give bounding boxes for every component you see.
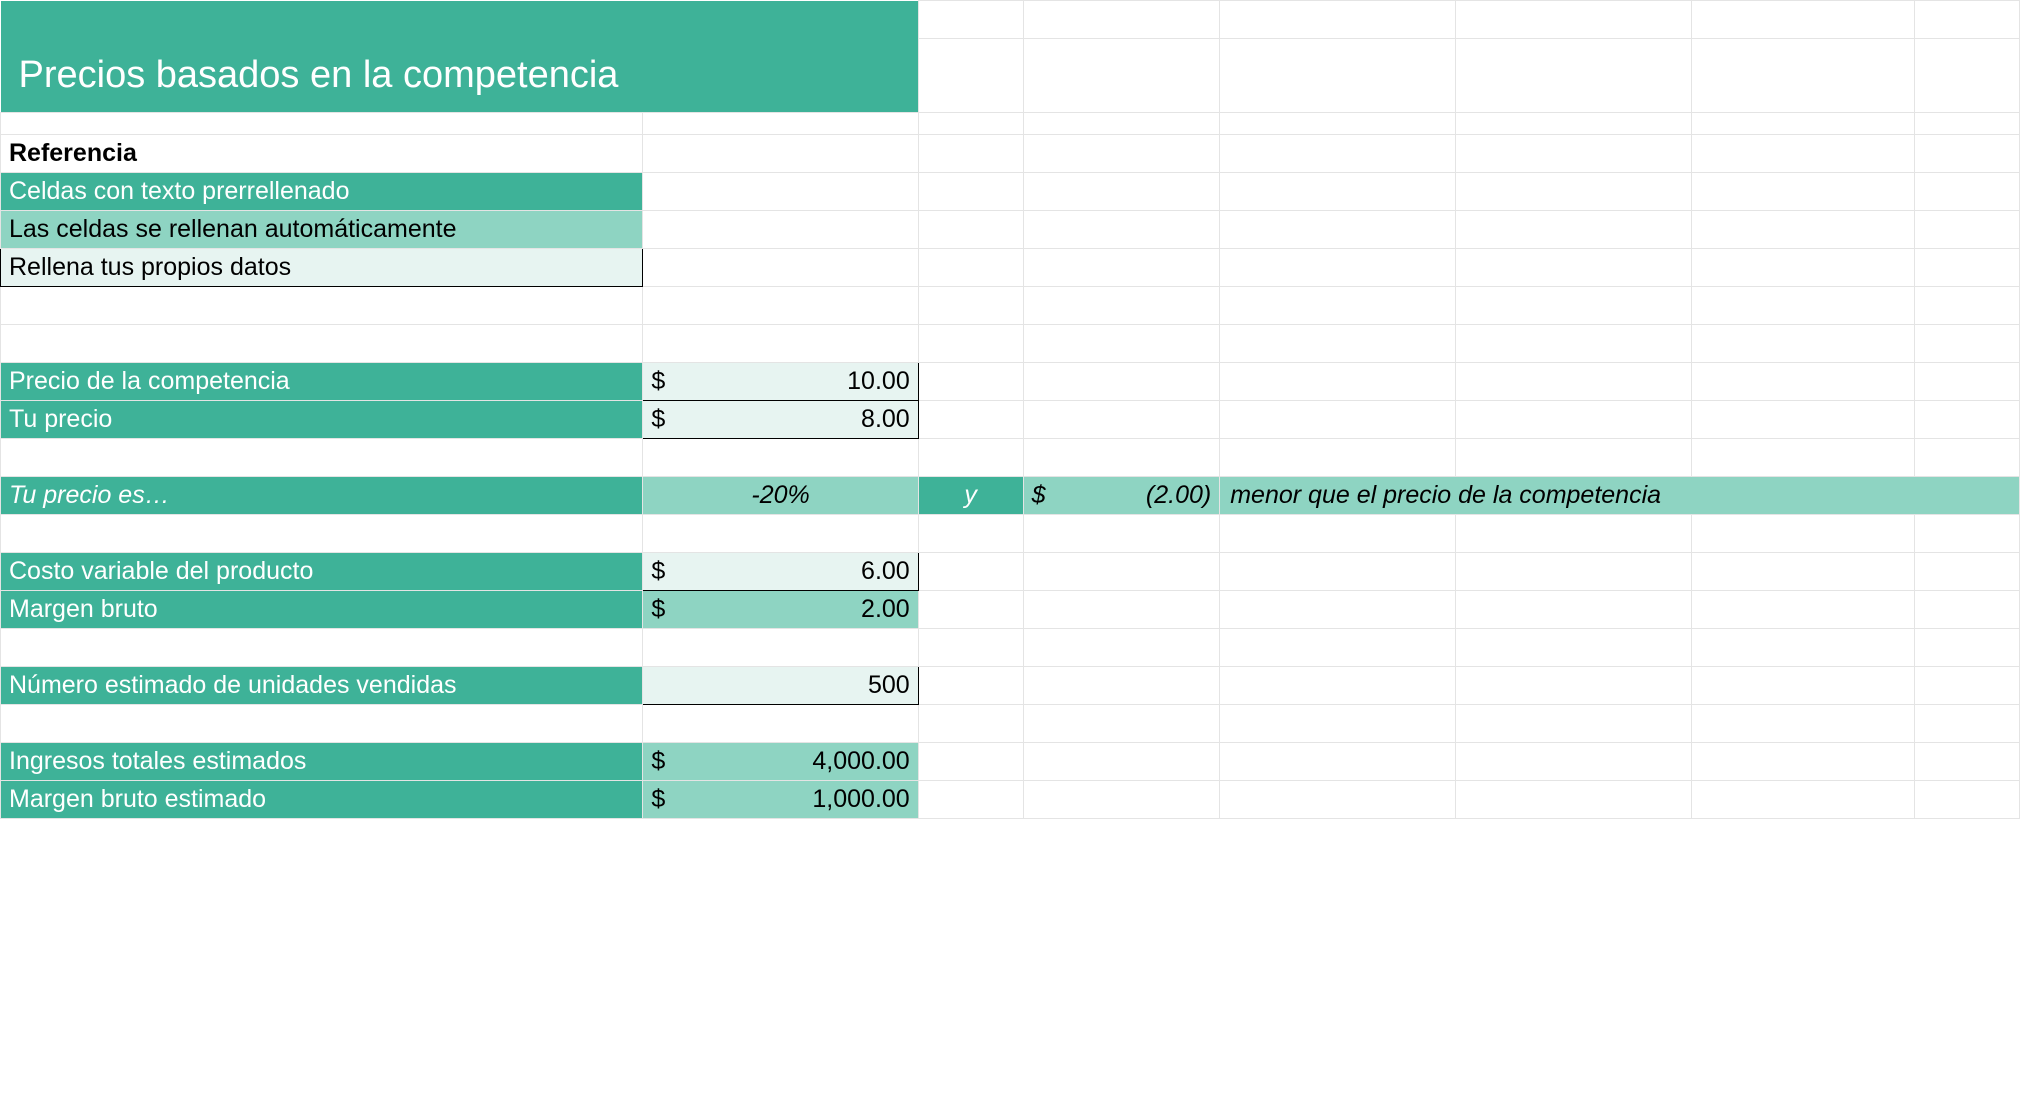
competitor-price-value: 10.00 (847, 367, 912, 396)
page-title: Precios basados en la competencia (1, 39, 919, 113)
reference-user-fill: Rellena tus propios datos (1, 249, 643, 287)
variable-cost-input[interactable]: $ 6.00 (643, 553, 918, 591)
gross-margin-value: 2.00 (861, 595, 912, 624)
your-price-value: 8.00 (861, 405, 912, 434)
units-input[interactable]: 500 (643, 667, 918, 705)
variable-cost-label: Costo variable del producto (1, 553, 643, 591)
gross-margin-label: Margen bruto (1, 591, 643, 629)
currency-symbol: $ (649, 557, 665, 586)
total-revenue-cell: $ 4,000.00 (643, 743, 918, 781)
units-label: Número estimado de unidades vendidas (1, 667, 643, 705)
comparison-label: Tu precio es… (1, 477, 643, 515)
currency-symbol: $ (649, 595, 665, 624)
currency-symbol: $ (649, 405, 665, 434)
gross-margin-value-cell: $ 2.00 (643, 591, 918, 629)
comparison-diff-value: (2.00) (1146, 481, 1213, 510)
comparison-y: y (918, 477, 1023, 515)
comparison-percent: -20% (643, 477, 918, 515)
competitor-price-input[interactable]: $ 10.00 (643, 363, 918, 401)
comparison-tail: menor que el precio de la competencia (1220, 477, 2020, 515)
competitor-price-label: Precio de la competencia (1, 363, 643, 401)
total-gross-margin-cell: $ 1,000.00 (643, 781, 918, 819)
currency-symbol: $ (649, 785, 665, 814)
total-revenue-label: Ingresos totales estimados (1, 743, 643, 781)
reference-autofilled: Las celdas se rellenan automáticamente (1, 211, 643, 249)
reference-prefilled: Celdas con texto prerrellenado (1, 173, 643, 211)
total-gross-margin-value: 1,000.00 (812, 785, 911, 814)
total-revenue-value: 4,000.00 (812, 747, 911, 776)
variable-cost-value: 6.00 (861, 557, 912, 586)
title-top-strip (1, 1, 919, 39)
currency-symbol: $ (649, 367, 665, 396)
currency-symbol: $ (1030, 481, 1046, 510)
your-price-label: Tu precio (1, 401, 643, 439)
total-gross-margin-label: Margen bruto estimado (1, 781, 643, 819)
currency-symbol: $ (649, 747, 665, 776)
your-price-input[interactable]: $ 8.00 (643, 401, 918, 439)
reference-heading: Referencia (1, 135, 643, 173)
spreadsheet-grid: Precios basados en la competencia Refere… (0, 0, 2020, 819)
comparison-diff: $ (2.00) (1023, 477, 1220, 515)
